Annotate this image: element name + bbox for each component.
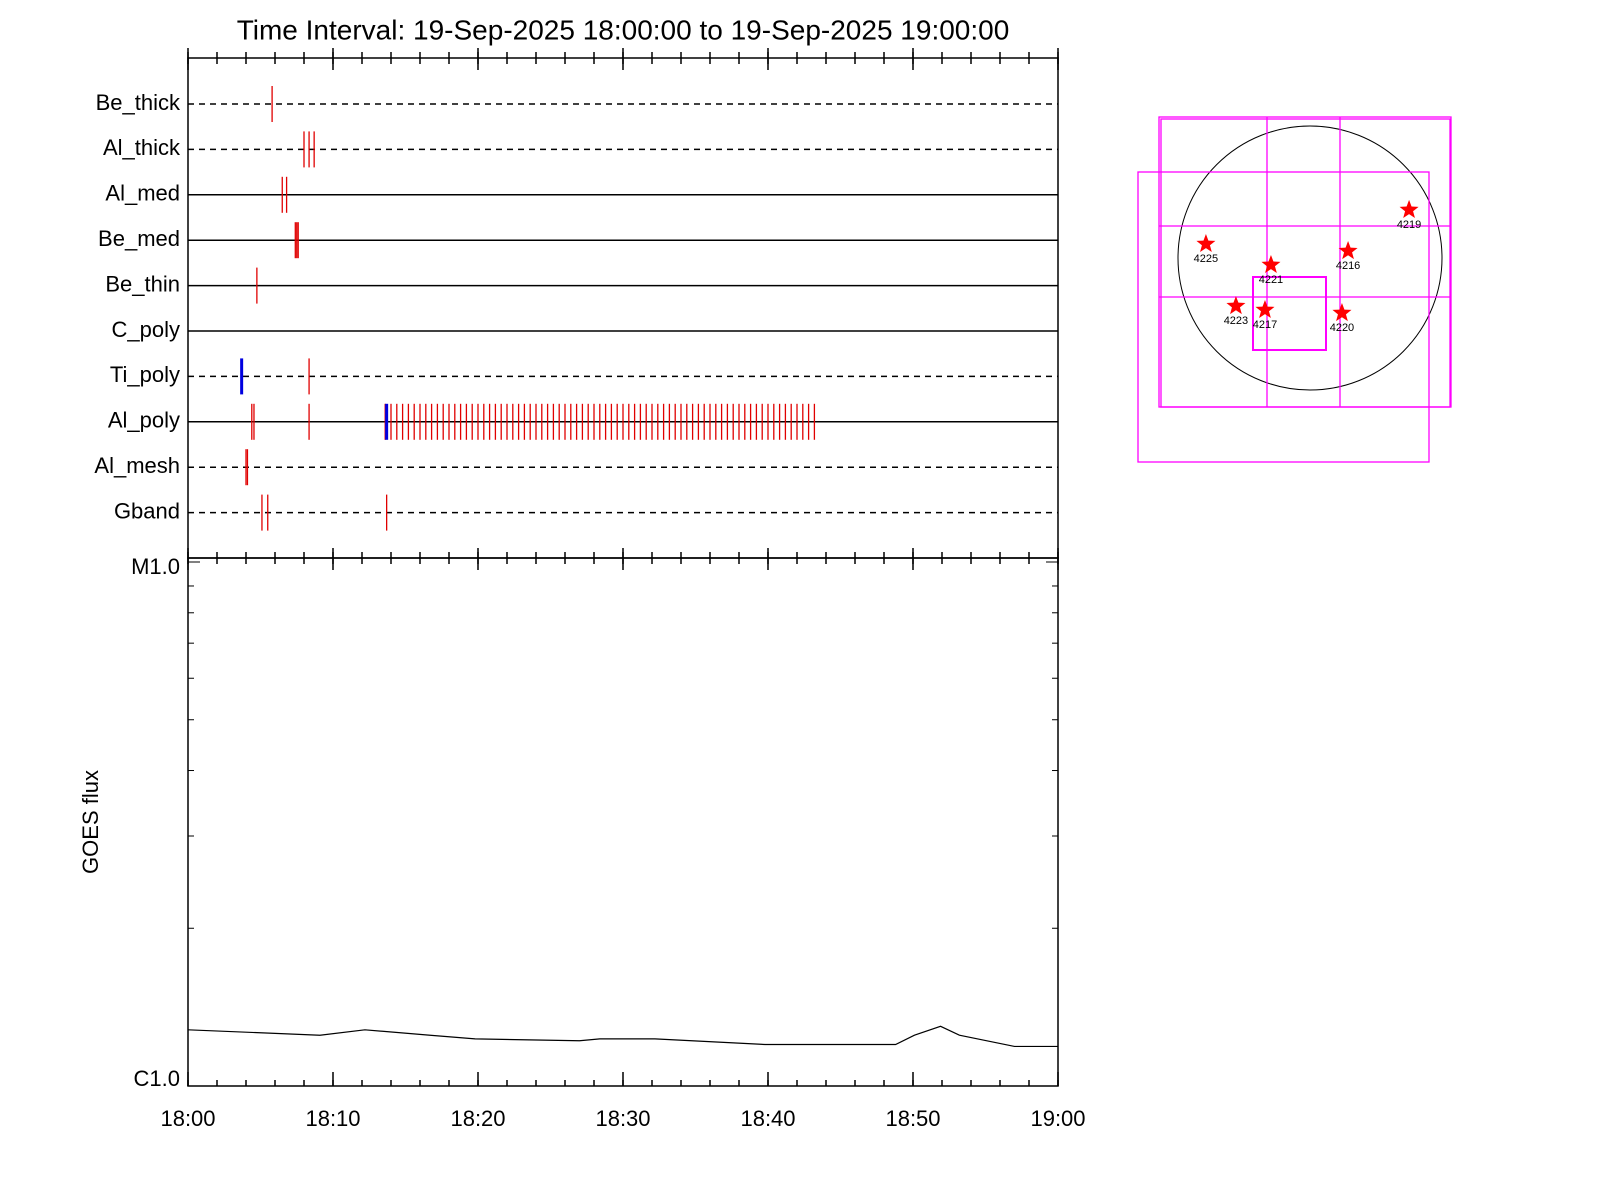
row-label: Al_med <box>105 181 180 206</box>
y-tick-label: M1.0 <box>131 554 180 579</box>
event-frame <box>187 57 1059 559</box>
region-label: 4225 <box>1194 253 1218 265</box>
region-star <box>1338 241 1358 260</box>
y-axis-label: GOES flux <box>78 770 103 874</box>
row-label: Al_mesh <box>94 453 180 478</box>
x-tick-label: 18:30 <box>595 1106 650 1131</box>
x-tick-label: 18:20 <box>450 1106 505 1131</box>
goes-line <box>187 1025 1058 1048</box>
x-tick-label: 18:00 <box>160 1106 215 1131</box>
x-tick-label: 18:50 <box>885 1106 940 1131</box>
solar-map <box>1137 116 1452 463</box>
row-label: Be_thick <box>96 90 181 115</box>
region-label: 4223 <box>1224 315 1248 327</box>
region-star <box>1196 233 1216 253</box>
region-label: 4216 <box>1336 260 1360 272</box>
chart-title: Time Interval: 19-Sep-2025 18:00:00 to 1… <box>237 14 1010 45</box>
region-star <box>1261 254 1281 274</box>
region-star <box>1226 296 1246 315</box>
region-label: 4217 <box>1253 319 1277 331</box>
row-label: Be_thin <box>105 271 180 296</box>
region-star <box>1332 303 1352 322</box>
row-label: Al_thick <box>103 135 181 160</box>
region-label: 4220 <box>1330 322 1354 334</box>
row-label: Al_poly <box>108 408 180 433</box>
fov-box <box>1137 171 1430 463</box>
x-tick-label: 18:40 <box>740 1106 795 1131</box>
row-label: Gband <box>114 498 180 523</box>
x-tick-label: 19:00 <box>1030 1106 1085 1131</box>
region-label: 4221 <box>1259 274 1283 286</box>
fov-box <box>1160 118 1451 408</box>
goes-frame <box>187 557 1059 1087</box>
solar-disk <box>1177 125 1443 391</box>
region-label: 4219 <box>1397 219 1421 231</box>
region-star <box>1399 199 1419 219</box>
x-tick-label: 18:10 <box>305 1106 360 1131</box>
row-label: C_poly <box>112 317 180 342</box>
fov-box <box>1252 276 1327 351</box>
region-star <box>1255 299 1275 319</box>
y-tick-label: C1.0 <box>134 1066 180 1091</box>
row-label: Ti_poly <box>110 362 180 387</box>
row-label: Be_med <box>98 226 180 251</box>
